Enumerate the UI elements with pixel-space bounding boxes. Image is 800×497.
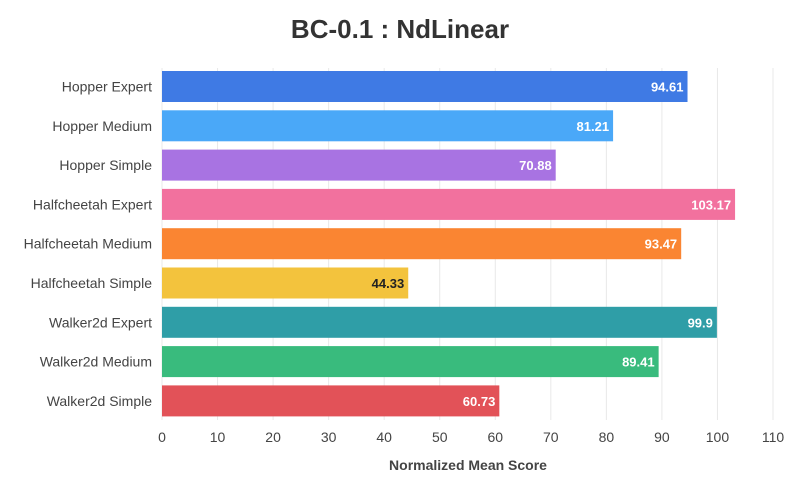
bar-value-label: 99.9 — [688, 315, 713, 330]
bar-value-label: 89.41 — [622, 355, 655, 370]
x-tick-label: 90 — [654, 429, 670, 445]
bar-value-label: 44.33 — [372, 276, 405, 291]
category-label: Walker2d Expert — [49, 314, 152, 330]
category-label: Hopper Simple — [59, 157, 152, 173]
bar — [162, 228, 682, 260]
x-tick-label: 10 — [210, 429, 226, 445]
category-label: Halfcheetah Expert — [33, 196, 152, 212]
category-labels: Hopper Expert Hopper Medium Hopper Simple H… — [24, 79, 153, 409]
bar — [162, 267, 409, 299]
bar — [162, 110, 614, 142]
category-label: Halfcheetah Medium — [24, 236, 152, 252]
x-tick-label: 60 — [487, 429, 503, 445]
bar-value-label: 70.88 — [519, 158, 552, 173]
x-tick-label: 40 — [376, 429, 392, 445]
category-label: Hopper Medium — [52, 118, 152, 134]
category-label: Walker2d Medium — [40, 354, 152, 370]
category-label: Hopper Expert — [62, 79, 152, 95]
bar-value-label: 103.17 — [691, 197, 731, 212]
bar-value-label: 94.61 — [651, 80, 684, 95]
x-tick-label: 70 — [543, 429, 559, 445]
x-tick-label: 80 — [599, 429, 615, 445]
bar — [162, 306, 717, 338]
bar — [162, 149, 556, 181]
x-tick-label: 20 — [265, 429, 281, 445]
x-axis-title: Normalized Mean Score — [389, 457, 547, 473]
x-tick-label: 0 — [158, 429, 166, 445]
x-tick-label: 30 — [321, 429, 337, 445]
bar-value-label: 60.73 — [463, 394, 496, 409]
x-tick-label: 100 — [706, 429, 730, 445]
x-tick-labels: 0 10 20 30 40 50 60 70 80 90 100 110 — [158, 429, 784, 445]
x-tick-label: 50 — [432, 429, 448, 445]
bar-value-label: 81.21 — [577, 119, 610, 134]
bar — [162, 71, 688, 102]
bar — [162, 188, 736, 220]
x-tick-label: 110 — [762, 429, 785, 445]
bar — [162, 346, 659, 378]
chart-title: BC-0.1 : NdLinear — [291, 14, 509, 44]
bar — [162, 385, 500, 417]
bar-value-label: 93.47 — [645, 237, 678, 252]
category-label: Walker2d Simple — [47, 393, 153, 409]
category-label: Halfcheetah Simple — [31, 275, 153, 291]
bars: 94.61 81.21 70.88 103.17 93.47 44.33 99.9 89.41… — [162, 71, 736, 417]
